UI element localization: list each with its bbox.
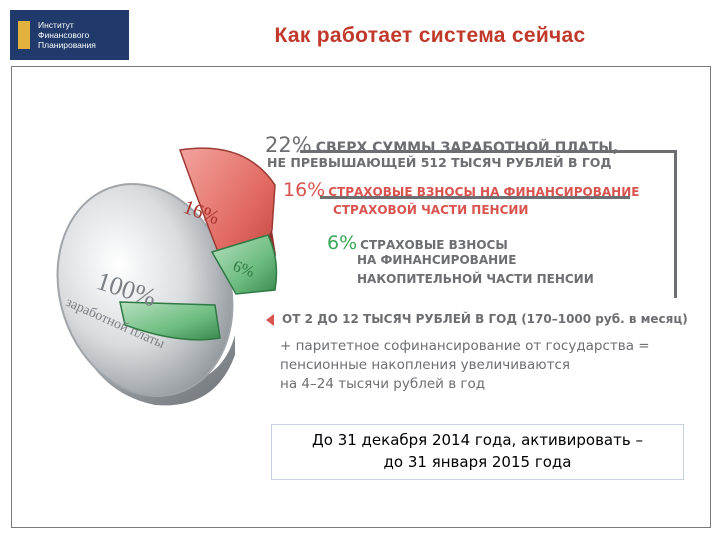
green-slice-lower [119, 301, 221, 341]
logo-line-1: Институт [38, 20, 74, 30]
slide-title: Как работает система сейчас [274, 24, 586, 47]
line-22-percent: 22% СВЕРХ СУММЫ ЗАРАБОТНОЙ ПЛАТЫ, [265, 133, 618, 157]
deadline-box: До 31 декабря 2014 года, активировать – … [271, 424, 684, 480]
green-slice-label: 6% [231, 258, 257, 281]
line-6-percent: 6% СТРАХОВЫЕ ВЗНОСЫ [327, 232, 508, 254]
cofinancing-line-1: + паритетное софинансирование от государ… [280, 338, 650, 354]
range-text: ОТ 2 ДО 12 ТЫСЯЧ РУБЛЕЙ В ГОД (170–1000 … [282, 312, 688, 326]
bracket-22 [300, 150, 677, 298]
institute-logo: Институт Финансового Планирования [10, 10, 129, 60]
logo-line-2: Финансового [38, 30, 90, 40]
cofinancing-line-2: пенсионные накопления увеличиваются [280, 357, 571, 373]
line-16-text-1: СТРАХОВЫЕ ВЗНОСЫ НА ФИНАНСИРОВАНИЕ [328, 185, 640, 199]
content-frame [11, 66, 711, 528]
line-6-text-1: СТРАХОВЫЕ ВЗНОСЫ [360, 238, 508, 252]
arrow-left-icon [266, 313, 274, 326]
pct-22: 22% [265, 133, 312, 157]
pct-16: 16% [283, 179, 326, 201]
line-16-percent: 16% СТРАХОВЫЕ ВЗНОСЫ НА ФИНАНСИРОВАНИЕ [283, 179, 639, 201]
cofinancing-line-3: на 4–24 тысячи рублей в год [280, 376, 486, 392]
pct-6: 6% [327, 232, 358, 254]
line-22-text-2: НЕ ПРЕВЫШАЮЩЕЙ 512 ТЫСЯЧ РУБЛЕЙ В ГОД [267, 155, 612, 170]
logo-text: Институт Финансового Планирования [38, 20, 96, 50]
line-16-text-2: СТРАХОВОЙ ЧАСТИ ПЕНСИИ [333, 203, 529, 217]
cofinancing-text: + паритетное софинансирование от государ… [280, 337, 670, 394]
deadline-line-2: до 31 января 2015 года [383, 453, 572, 471]
coin-illustration: 100% заработной платы 16% 6% [56, 147, 278, 406]
line-6-text-3: НАКОПИТЕЛЬНОЙ ЧАСТИ ПЕНСИИ [357, 272, 594, 286]
logo-line-3: Планирования [38, 40, 96, 50]
green-slice [210, 234, 278, 295]
bracket-16 [320, 196, 630, 199]
line-6-text-2: НА ФИНАНСИРОВАНИЕ [357, 253, 517, 267]
contribution-range: ОТ 2 ДО 12 ТЫСЯЧ РУБЛЕЙ В ГОД (170–1000 … [266, 312, 688, 326]
logo-mark-icon [18, 21, 30, 49]
deadline-line-1: До 31 декабря 2014 года, активировать – [312, 431, 643, 449]
line-22-text-1: СВЕРХ СУММЫ ЗАРАБОТНОЙ ПЛАТЫ, [315, 140, 619, 156]
